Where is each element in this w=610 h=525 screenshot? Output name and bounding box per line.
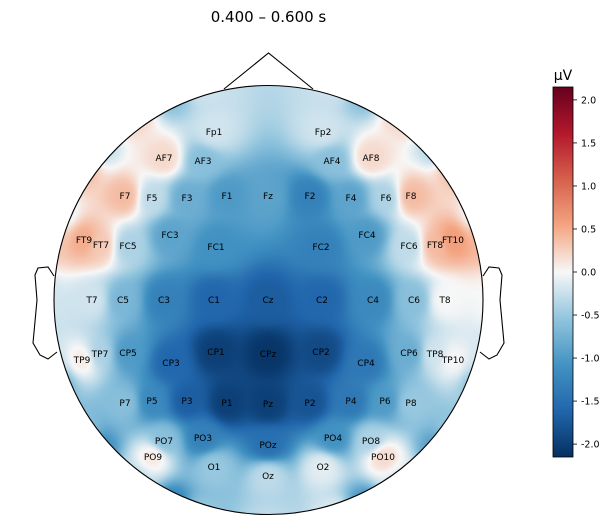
electrode-label-fc4: FC4 — [358, 231, 375, 241]
electrode-label-fp1: Fp1 — [206, 128, 223, 138]
electrode-label-pz: Pz — [263, 400, 273, 410]
colorbar-tick-label: 1.5 — [581, 138, 596, 149]
electrode-label-fc6: FC6 — [400, 242, 417, 252]
electrode-label-cpz: CPz — [260, 350, 277, 360]
electrode-label-po10: PO10 — [371, 453, 395, 463]
electrode-label-p4: P4 — [345, 397, 356, 407]
electrode-label-po4: PO4 — [324, 434, 343, 444]
electrode-label-c4: C4 — [367, 296, 379, 306]
electrode-label-c5: C5 — [117, 296, 129, 306]
electrode-label-po3: PO3 — [194, 434, 212, 444]
electrode-label-p2: P2 — [304, 399, 315, 409]
electrode-label-af4: AF4 — [323, 157, 340, 167]
electrode-label-tp7: TP7 — [91, 350, 109, 360]
electrode-label-tp9: TP9 — [73, 356, 91, 366]
electrode-label-t7: T7 — [85, 296, 97, 306]
electrode-label-po9: PO9 — [144, 453, 163, 463]
electrode-label-cp4: CP4 — [357, 359, 375, 369]
electrode-label-f4: F4 — [346, 194, 357, 204]
electrode-label-ft7: FT7 — [93, 241, 109, 251]
electrode-label-f8: F8 — [406, 192, 417, 202]
electrode-label-t8: T8 — [438, 296, 450, 306]
topomap-field — [54, 85, 483, 515]
left-ear — [32, 266, 58, 360]
colorbar-tick-label: -2.0 — [581, 440, 600, 451]
colorbar-tick-label: -0.5 — [581, 311, 600, 322]
colorbar-tick-label: 2.0 — [581, 95, 596, 106]
electrode-label-f2: F2 — [305, 192, 316, 202]
electrode-label-p6: P6 — [379, 397, 390, 407]
electrode-label-fz: Fz — [263, 192, 273, 202]
electrode-label-af7: AF7 — [155, 154, 172, 164]
electrode-label-c2: C2 — [316, 296, 328, 306]
electrode-label-cz: Cz — [262, 296, 273, 306]
electrode-label-cp5: CP5 — [119, 349, 136, 359]
colorbar: µV 2.0 1.5 1.0 0.5 0.0 -0.5 -1.0 -1.5 -2.0 — [552, 68, 600, 458]
electrode-label-cp3: CP3 — [162, 359, 179, 369]
electrode-label-po8: PO8 — [362, 437, 381, 447]
electrode-label-p5: P5 — [146, 397, 157, 407]
electrode-label-c1: C1 — [208, 296, 220, 306]
colorbar-tick-label: 1.0 — [581, 181, 596, 192]
colorbar-tick-label: -1.5 — [581, 397, 600, 408]
colorbar-unit: µV — [554, 68, 573, 84]
colorbar-tick-label: 0.5 — [581, 224, 596, 235]
electrode-label-o1: O1 — [208, 463, 221, 473]
electrode-label-af8: AF8 — [362, 154, 379, 164]
electrode-label-f1: F1 — [222, 192, 233, 202]
electrode-label-fc5: FC5 — [119, 242, 136, 252]
colorbar-body — [552, 86, 574, 458]
head-circle — [53, 84, 484, 516]
electrode-label-poz: POz — [259, 441, 277, 451]
electrode-label-o2: O2 — [317, 463, 330, 473]
electrode-label-c3: C3 — [158, 296, 170, 306]
electrode-label-c6: C6 — [408, 296, 420, 306]
colorbar-ticks: 2.0 1.5 1.0 0.5 0.0 -0.5 -1.0 -1.5 -2.0 — [573, 95, 600, 451]
electrode-label-tp8: TP8 — [426, 350, 444, 360]
nose — [223, 52, 314, 90]
electrode-label-tp10: TP10 — [441, 356, 465, 366]
electrode-label-p8: P8 — [405, 399, 416, 409]
electrode-label-cp1: CP1 — [207, 348, 224, 358]
electrode-label-fc1: FC1 — [207, 243, 224, 253]
chart-title: 0.400 – 0.600 s — [211, 8, 327, 26]
right-ear — [479, 266, 505, 360]
colorbar-tick-label: 0.0 — [581, 268, 596, 279]
electrode-label-fc2: FC2 — [312, 243, 329, 253]
electrode-label-af3: AF3 — [194, 157, 211, 167]
electrode-label-po7: PO7 — [155, 437, 173, 447]
electrode-label-fp2: Fp2 — [315, 128, 332, 138]
electrode-label-p1: P1 — [221, 399, 232, 409]
electrode-label-ft8: FT8 — [427, 241, 444, 251]
colorbar-tick-label: -1.0 — [581, 354, 600, 365]
potential-map-image — [54, 85, 483, 515]
electrode-label-f5: F5 — [147, 194, 158, 204]
electrode-label-cp6: CP6 — [400, 349, 418, 359]
electrode-label-cp2: CP2 — [312, 348, 329, 358]
electrode-label-f7: F7 — [120, 192, 131, 202]
electrode-label-fc3: FC3 — [161, 231, 178, 241]
electrode-label-p7: P7 — [119, 399, 130, 409]
electrode-label-p3: P3 — [181, 397, 192, 407]
electrode-label-f6: F6 — [381, 194, 392, 204]
electrode-label-ft10: FT10 — [442, 236, 464, 246]
electrode-label-ft9: FT9 — [76, 236, 93, 246]
electrode-label-f3: F3 — [182, 194, 193, 204]
head-outline — [32, 52, 505, 516]
electrode-label-oz: Oz — [262, 472, 274, 482]
